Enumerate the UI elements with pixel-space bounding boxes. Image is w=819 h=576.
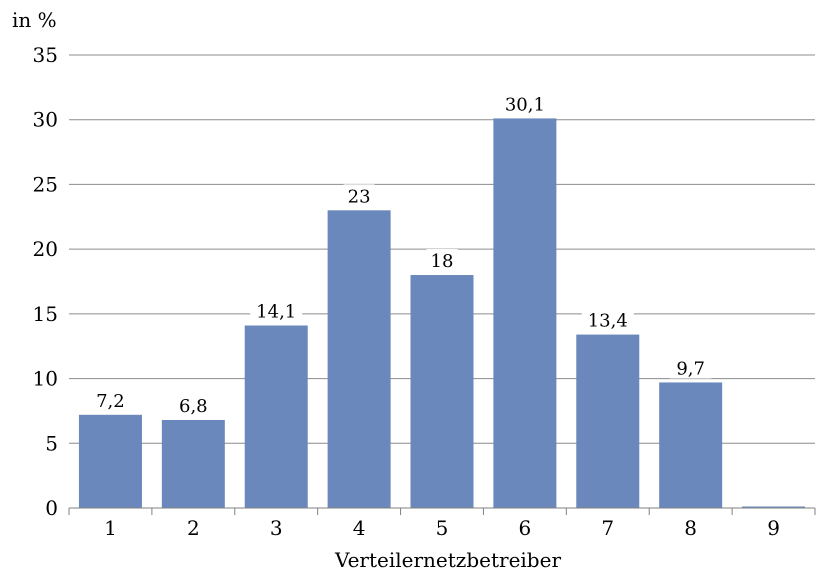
data-label-background (89, 388, 132, 411)
x-tick-label: 8 (684, 516, 697, 540)
bar (244, 325, 308, 508)
data-label: 18 (431, 251, 454, 272)
x-ticks (68, 508, 816, 515)
y-axis-label: in % (12, 8, 57, 32)
y-tick-label: 30 (33, 108, 58, 132)
x-tick-label: 6 (519, 516, 532, 540)
data-label-background (669, 356, 712, 379)
data-labels: 7,2 6,8 14,1 23 18 30,1 13,4 9,7 (89, 92, 712, 417)
x-tick-label: 3 (270, 516, 283, 540)
y-tick-label: 20 (33, 237, 58, 261)
x-tick-labels: 1 2 3 4 5 6 7 8 9 (104, 516, 780, 540)
data-label: 6,8 (179, 396, 208, 417)
x-tick-label: 2 (187, 516, 200, 540)
y-tick-label: 15 (33, 302, 58, 326)
data-label: 7,2 (96, 391, 125, 412)
x-tick-label: 7 (601, 516, 614, 540)
y-tick-label: 5 (45, 431, 58, 455)
data-label-background (250, 299, 303, 322)
data-label: 30,1 (505, 94, 545, 115)
data-label-background (426, 249, 458, 272)
bar (742, 506, 806, 508)
x-axis-label: Verteilernetzbetreiber (334, 548, 561, 572)
x-tick-label: 4 (353, 516, 366, 540)
x-tick-label: 9 (767, 516, 780, 540)
bar (410, 275, 474, 508)
data-label: 9,7 (676, 358, 705, 379)
data-label-background (498, 92, 551, 115)
bar (576, 334, 640, 508)
bar (78, 414, 142, 508)
bar (659, 382, 723, 508)
data-label-background (172, 393, 215, 416)
y-tick-label: 25 (33, 172, 58, 196)
y-tick-labels: 0 5 10 15 20 25 30 35 (33, 43, 58, 520)
bars (78, 118, 806, 509)
bar (161, 419, 225, 508)
y-tick-label: 35 (33, 43, 58, 67)
bar (327, 210, 391, 509)
data-label: 13,4 (588, 311, 628, 332)
bar (493, 118, 557, 509)
y-tick-label: 0 (45, 496, 58, 520)
data-label-background (581, 308, 634, 331)
data-label-background (343, 184, 375, 207)
x-tick-label: 5 (436, 516, 449, 540)
x-tick-label: 1 (104, 516, 117, 540)
data-label: 23 (348, 186, 371, 207)
data-label: 14,1 (256, 302, 296, 323)
y-tick-label: 10 (33, 367, 58, 391)
